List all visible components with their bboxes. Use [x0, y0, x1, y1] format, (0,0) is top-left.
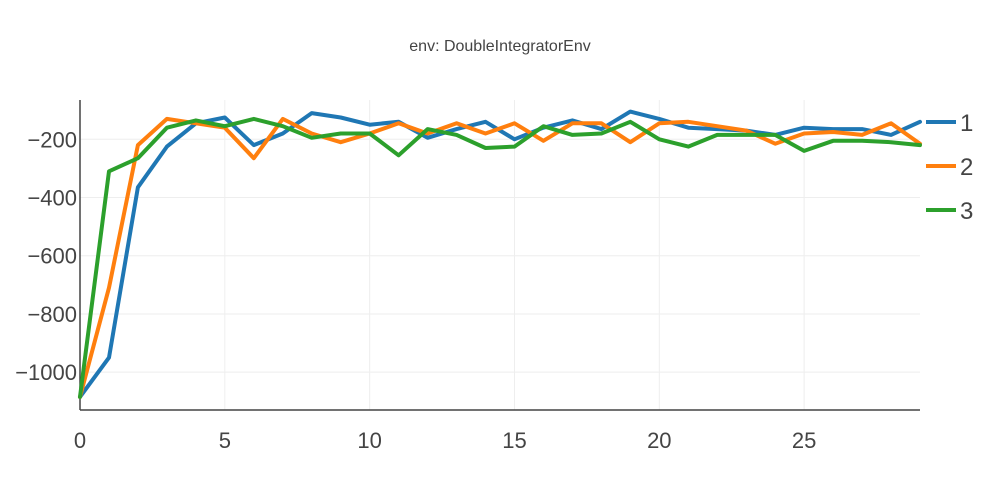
series-layer [78, 109, 922, 399]
legend[interactable]: 1 2 3 [926, 110, 973, 225]
y-tick-label: −800 [27, 302, 77, 327]
x-tick-label: 5 [219, 428, 231, 453]
axes: 0 5 10 15 20 25 −1000 −800 −600 −400 −200 [15, 100, 920, 453]
y-tick-label: −600 [27, 244, 77, 269]
x-tick-label: 0 [74, 428, 86, 453]
x-tick-label: 25 [792, 428, 816, 453]
legend-label: 1 [960, 110, 973, 137]
y-tick-label: −1000 [15, 360, 77, 385]
x-tick-label: 20 [647, 428, 671, 453]
legend-label: 2 [960, 154, 973, 181]
series-line-1 [78, 109, 922, 399]
series-line-2 [78, 116, 922, 399]
x-tick-label: 15 [502, 428, 526, 453]
x-tick-label: 10 [357, 428, 381, 453]
legend-item-1[interactable]: 1 [926, 110, 973, 137]
y-tick-label: −400 [27, 186, 77, 211]
y-tick-label: −200 [27, 127, 77, 152]
legend-item-3[interactable]: 3 [926, 198, 973, 225]
legend-label: 3 [960, 198, 973, 225]
series-line-3 [78, 116, 922, 399]
legend-item-2[interactable]: 2 [926, 154, 973, 181]
chart-title: env: DoubleIntegratorEnv [409, 38, 590, 55]
